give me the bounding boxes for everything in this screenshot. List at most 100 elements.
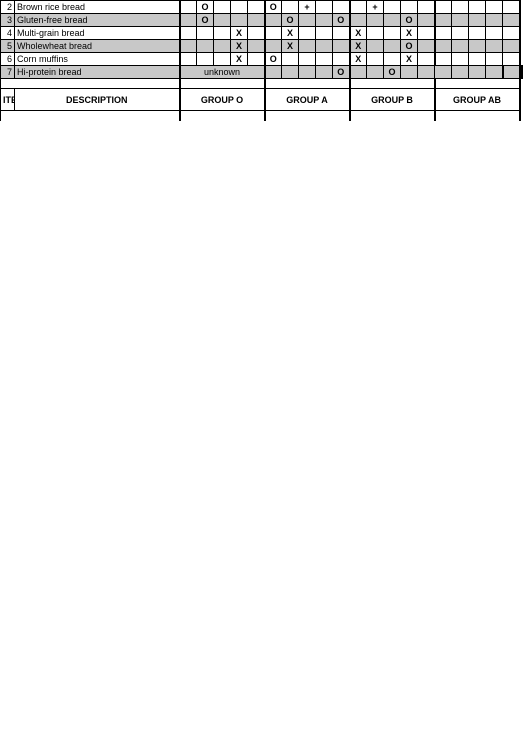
mark-cell xyxy=(333,53,350,66)
mark-cell: + xyxy=(367,1,384,14)
mark-cell: + xyxy=(299,1,316,14)
mark-cell xyxy=(180,53,197,66)
header-item: ITEM xyxy=(1,89,15,111)
mark-cell xyxy=(265,27,282,40)
mark-cell xyxy=(231,14,248,27)
mark-cell xyxy=(265,40,282,53)
row-description: Gluten-free bread xyxy=(15,14,180,27)
mark-cell xyxy=(350,66,367,79)
mark-cell xyxy=(401,1,418,14)
mark-cell xyxy=(299,53,316,66)
table-row: 7Hi-protein breadunknownOO xyxy=(1,66,523,79)
mark-cell xyxy=(367,14,384,27)
mark-cell xyxy=(248,27,265,40)
mark-cell xyxy=(316,14,333,27)
mark-cell xyxy=(265,66,282,79)
mark-cell xyxy=(367,66,384,79)
mark-cell xyxy=(350,1,367,14)
row-number: 5 xyxy=(1,40,15,53)
table-body: 2Brown rice breadOO++3Gluten-free breadO… xyxy=(1,1,523,79)
row-number: 4 xyxy=(1,27,15,40)
mark-cell: O xyxy=(401,14,418,27)
mark-cell: X xyxy=(282,40,299,53)
mark-cell xyxy=(299,27,316,40)
mark-cell xyxy=(197,53,214,66)
mark-cell: O xyxy=(282,14,299,27)
mark-cell: X xyxy=(231,53,248,66)
header-row: ITEM DESCRIPTION GROUP O GROUP A GROUP B… xyxy=(1,89,523,111)
mark-cell xyxy=(316,53,333,66)
mark-cell xyxy=(299,66,316,79)
row-description: Multi-grain bread xyxy=(15,27,180,40)
mark-cell xyxy=(316,27,333,40)
table-row: 2Brown rice bread O O + + xyxy=(1,1,523,14)
mark-cell: O xyxy=(384,66,401,79)
mark-cell: O xyxy=(401,40,418,53)
mark-cell xyxy=(248,53,265,66)
mark-cell xyxy=(231,1,248,14)
mark-cell xyxy=(299,14,316,27)
mark-cell xyxy=(197,40,214,53)
mark-cell xyxy=(282,66,299,79)
row-description: Brown rice bread xyxy=(15,1,180,14)
mark-cell xyxy=(299,40,316,53)
spacer-row-bottom xyxy=(1,111,523,121)
header-group-ab: GROUP AB xyxy=(435,89,520,111)
mark-cell xyxy=(333,40,350,53)
row-description: Corn muffins xyxy=(15,53,180,66)
mark-cell xyxy=(248,40,265,53)
mark-cell xyxy=(384,40,401,53)
mark-cell xyxy=(214,53,231,66)
mark-cell xyxy=(367,53,384,66)
mark-cell xyxy=(316,66,333,79)
mark-cell xyxy=(197,27,214,40)
mark-cell: O xyxy=(197,1,214,14)
food-groups-table: 2Brown rice breadOO++3Gluten-free breadO… xyxy=(0,0,523,121)
row-number: 2 xyxy=(1,1,15,14)
table-row: 6Corn muffinsXOXX xyxy=(1,53,523,66)
mark-cell: O xyxy=(333,14,350,27)
header-group-o: GROUP O xyxy=(180,89,265,111)
mark-cell xyxy=(333,27,350,40)
table-row: 4Multi-grain bread X X X X xyxy=(1,27,523,40)
table-row: 3Gluten-free breadOOOO xyxy=(1,14,523,27)
mark-cell: X xyxy=(350,40,367,53)
mark-cell: X xyxy=(282,27,299,40)
mark-cell xyxy=(316,40,333,53)
mark-cell xyxy=(367,40,384,53)
mark-cell xyxy=(316,1,333,14)
row-description: Hi-protein bread xyxy=(15,66,180,79)
mark-cell xyxy=(333,1,350,14)
mark-cell xyxy=(367,27,384,40)
mark-cell xyxy=(384,27,401,40)
mark-cell xyxy=(282,1,299,14)
row-description: Wholewheat bread xyxy=(15,40,180,53)
mark-cell xyxy=(384,1,401,14)
mark-cell xyxy=(180,27,197,40)
mark-cell xyxy=(214,14,231,27)
mark-cell xyxy=(350,14,367,27)
mark-cell xyxy=(180,1,197,14)
mark-cell xyxy=(214,1,231,14)
mark-cell: X xyxy=(231,40,248,53)
mark-cell: O xyxy=(265,1,282,14)
mark-cell xyxy=(248,1,265,14)
mark-cell: X xyxy=(231,27,248,40)
mark-cell xyxy=(180,14,197,27)
header-group-b: GROUP B xyxy=(350,89,435,111)
mark-cell: O xyxy=(197,14,214,27)
mark-cell: X xyxy=(350,53,367,66)
mark-cell: O xyxy=(265,53,282,66)
header-group-a: GROUP A xyxy=(265,89,350,111)
mark-cell: X xyxy=(401,53,418,66)
table-row: 5Wholewheat bread X X X O xyxy=(1,40,523,53)
header-desc: DESCRIPTION xyxy=(15,89,180,111)
mark-cell xyxy=(384,53,401,66)
mark-cell: X xyxy=(350,27,367,40)
mark-cell xyxy=(384,14,401,27)
mark-cell xyxy=(248,14,265,27)
row-number: 7 xyxy=(1,66,15,79)
mark-cell xyxy=(180,40,197,53)
spacer-row xyxy=(1,79,523,89)
mark-cell: X xyxy=(401,27,418,40)
